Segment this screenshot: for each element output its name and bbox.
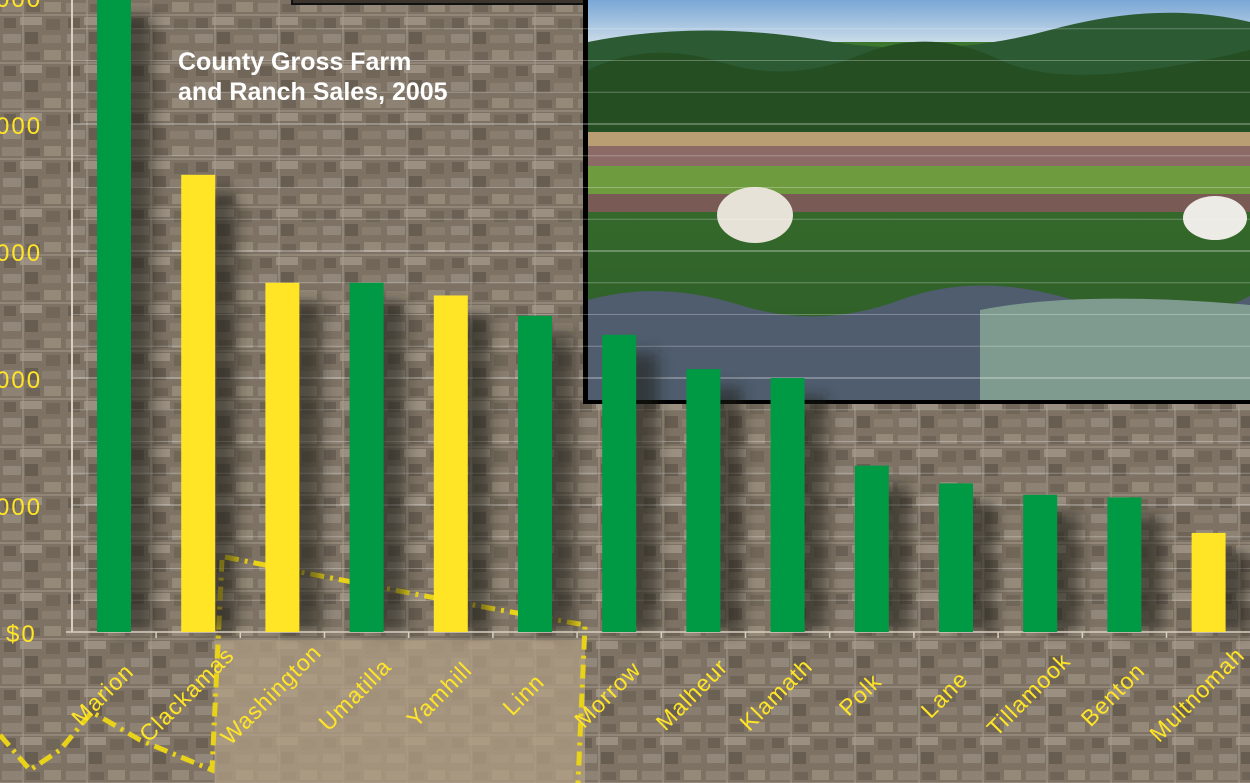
bar [433, 295, 468, 632]
bar [602, 334, 637, 632]
bar [1191, 532, 1226, 632]
y-tick-label: 000 [0, 367, 42, 394]
bar [349, 282, 384, 632]
bar [1023, 494, 1058, 632]
y-tick-label: 000 [0, 240, 42, 267]
bar [518, 315, 552, 632]
bar [265, 282, 300, 632]
bare-field-patch [215, 640, 585, 783]
y-tick-label: 000 [0, 494, 42, 521]
y-tick-label: 000 [0, 113, 42, 140]
bar [97, 0, 131, 632]
inset-frame-top [291, 0, 855, 5]
chart-title-line-1: County Gross Farm [178, 48, 411, 76]
y-axis-tick-labels: $0 000 000 000 000 000 [0, 0, 42, 648]
bar [770, 378, 805, 632]
bar [686, 369, 721, 632]
y-tick-label: $0 [6, 621, 37, 648]
county-boundary-line-west [0, 559, 225, 774]
bar [1107, 497, 1142, 632]
x-axis-ticks [155, 632, 1250, 638]
bar [854, 465, 889, 632]
bars [97, 0, 1226, 633]
y-tick-label: 000 [0, 0, 42, 13]
farm-photo-inset [583, 0, 1250, 404]
bar [939, 483, 973, 632]
chart-title-line-2: and Ranch Sales, 2005 [178, 78, 448, 106]
bar [181, 174, 216, 633]
